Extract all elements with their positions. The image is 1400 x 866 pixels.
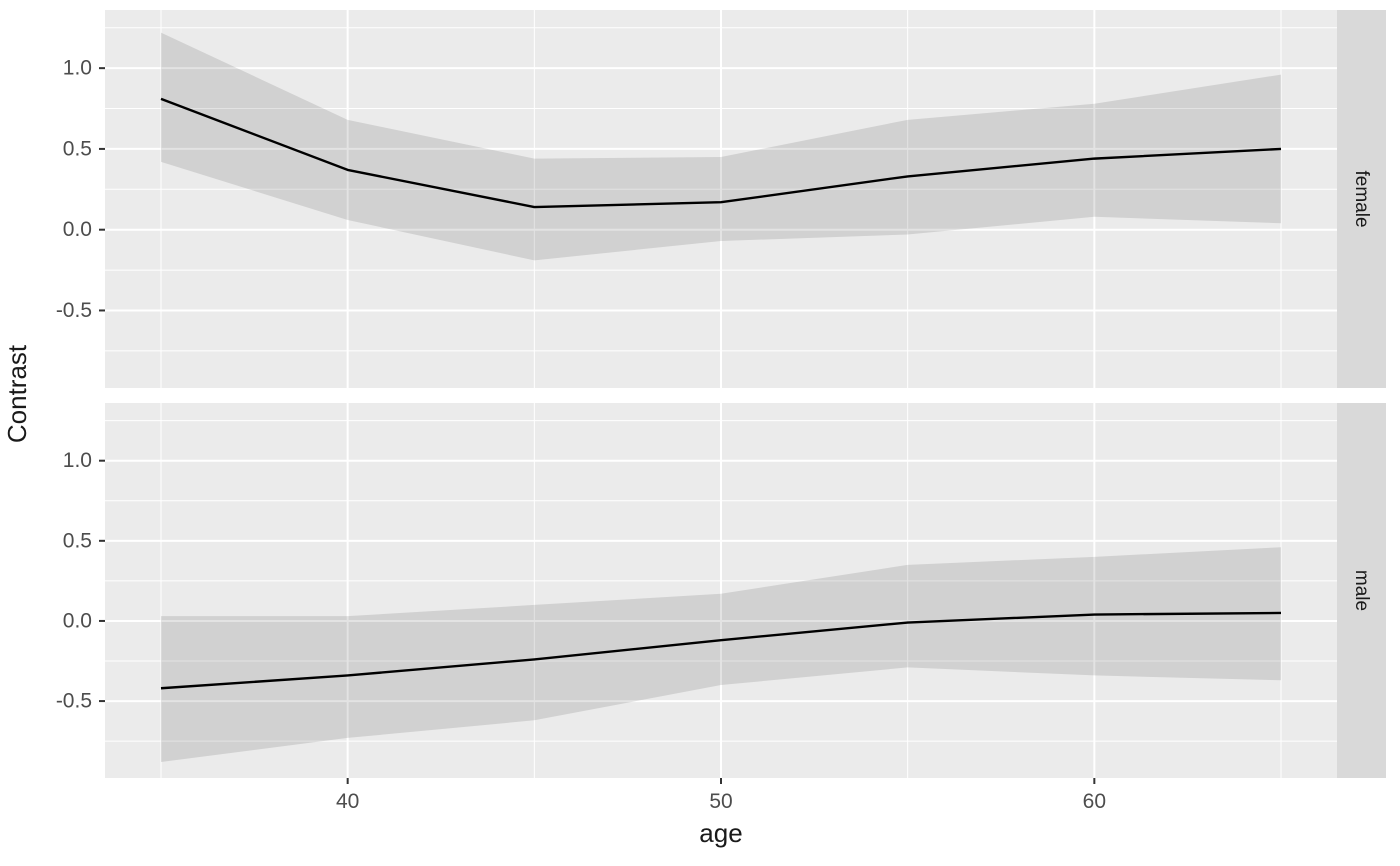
facet-strip-male [1337, 403, 1386, 778]
x-axis-title: age [699, 818, 742, 848]
y-axis-tick-label: -0.5 [56, 690, 92, 713]
y-axis-tick-label: -0.5 [56, 299, 92, 322]
confidence-ribbon-female [161, 32, 1281, 261]
facet-strip-label: female [1351, 170, 1372, 227]
estimate-line-female [160, 97, 1282, 209]
confidence-ribbon-male [161, 547, 1281, 762]
facet-strip-female [1337, 10, 1386, 388]
y-axis-tick-label: 1.0 [63, 57, 92, 80]
facet-strip-label: male [1351, 570, 1372, 611]
y-axis-tick-label: 0.5 [63, 137, 92, 160]
y-axis-tick-label: 0.5 [63, 529, 92, 552]
y-axis-tick-label: 0.0 [63, 218, 92, 241]
x-axis-tick-label: 50 [709, 790, 732, 813]
y-axis-tick-label: 1.0 [63, 449, 92, 472]
x-axis-tick-label: 60 [1083, 790, 1106, 813]
estimate-line-male [160, 611, 1282, 690]
y-axis-tick-label: 0.0 [63, 609, 92, 632]
panels-group: 1.0 0.5 0.0 -0.5 female 1.0 0.5 0.0 -0.5 male 40 50… [56, 10, 1386, 813]
x-axis-tick-label: 40 [336, 790, 359, 813]
y-axis-title: Contrast [2, 344, 32, 443]
